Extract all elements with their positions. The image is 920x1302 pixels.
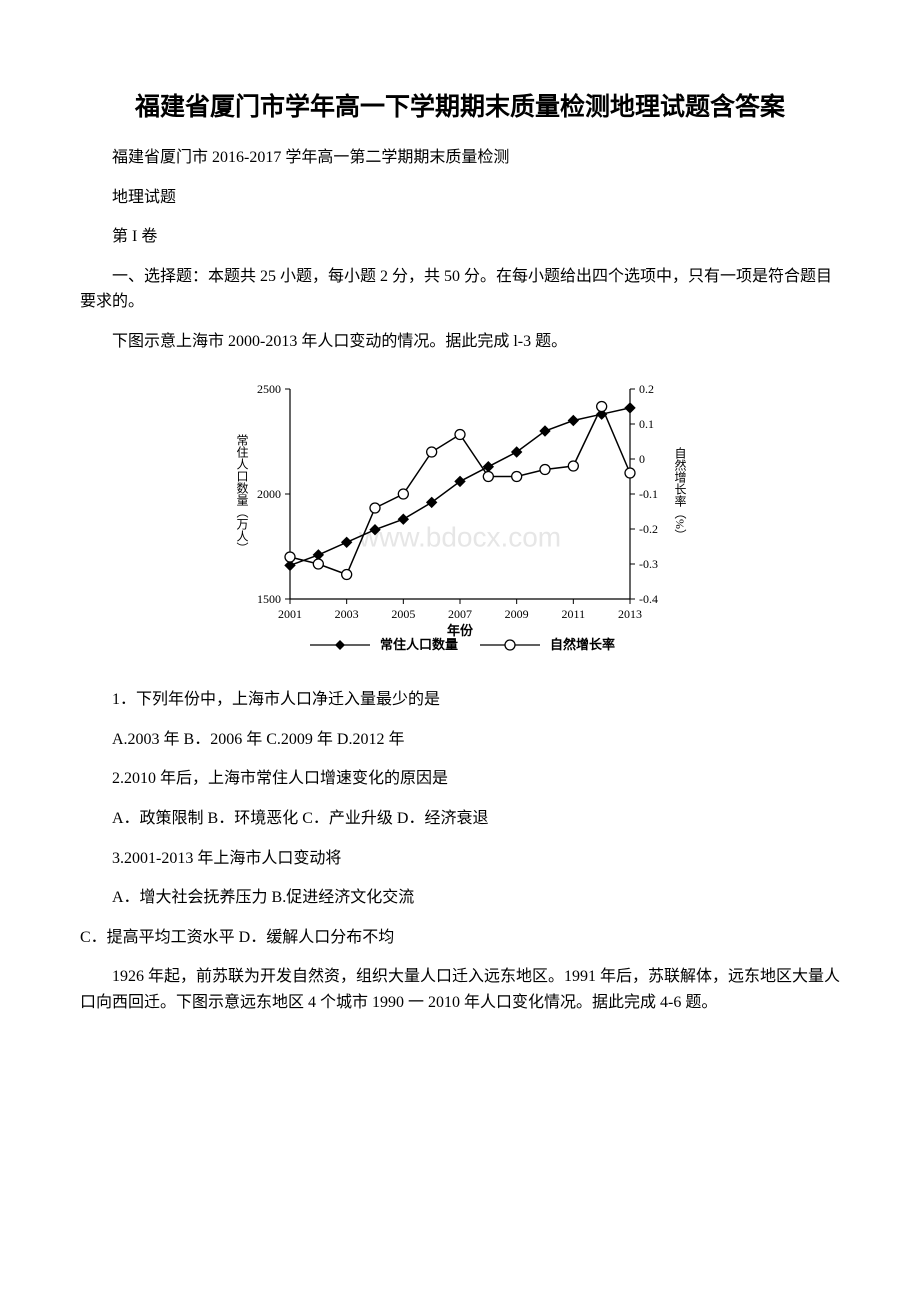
svg-text:0.1: 0.1 xyxy=(639,417,654,431)
svg-text:2500: 2500 xyxy=(257,382,281,396)
population-chart: www.bdocx.com 1500 2000 2500 常住人口数量（万人） -0.4 -… xyxy=(80,369,840,668)
instructions: 一、选择题：本题共 25 小题，每小题 2 分，共 50 分。在每小题给出四个选… xyxy=(80,264,840,315)
svg-text:0: 0 xyxy=(639,452,645,466)
document-title: 福建省厦门市学年高一下学期期末质量检测地理试题含答案 xyxy=(80,90,840,125)
svg-text:2013: 2013 xyxy=(618,607,642,621)
question-1: 1．下列年份中，上海市人口净迁入量最少的是 xyxy=(80,687,840,713)
question-2-options: A．政策限制 B．环境恶化 C．产业升级 D．经济衰退 xyxy=(80,806,840,832)
svg-text:自然增长率（%）: 自然增长率（%） xyxy=(673,446,687,540)
svg-text:常住人口数量（万人）: 常住人口数量（万人） xyxy=(235,433,249,553)
question-3: 3.2001-2013 年上海市人口变动将 xyxy=(80,846,840,872)
intro-line-2: 地理试题 xyxy=(80,185,840,211)
svg-text:1500: 1500 xyxy=(257,592,281,606)
svg-text:2001: 2001 xyxy=(278,607,302,621)
svg-text:2005: 2005 xyxy=(391,607,415,621)
question-1-options: A.2003 年 B．2006 年 C.2009 年 D.2012 年 xyxy=(80,727,840,753)
svg-text:2009: 2009 xyxy=(505,607,529,621)
svg-text:0.2: 0.2 xyxy=(639,382,654,396)
next-passage: 1926 年起，前苏联为开发自然资，组织大量人口迁入远东地区。1991 年后，苏… xyxy=(80,964,840,1015)
svg-text:2000: 2000 xyxy=(257,487,281,501)
question-3-options-line-1: A．增大社会抚养压力 B.促进经济文化交流 xyxy=(80,885,840,911)
svg-text:年份: 年份 xyxy=(447,623,474,638)
question-3-options-line-2: C．提高平均工资水平 D．缓解人口分布不均 xyxy=(80,925,840,951)
intro-line-1: 福建省厦门市 2016-2017 学年高一第二学期期末质量检测 xyxy=(80,145,840,171)
svg-text:www.bdocx.com: www.bdocx.com xyxy=(358,521,561,552)
svg-text:-0.2: -0.2 xyxy=(639,522,658,536)
chart-svg: www.bdocx.com 1500 2000 2500 常住人口数量（万人） -0.4 -… xyxy=(220,369,700,659)
svg-text:自然增长率: 自然增长率 xyxy=(550,637,615,652)
svg-text:-0.3: -0.3 xyxy=(639,557,658,571)
figure-caption: 下图示意上海市 2000-2013 年人口变动的情况。据此完成 l-3 题。 xyxy=(80,329,840,355)
section-label: 第 I 卷 xyxy=(80,224,840,250)
question-2: 2.2010 年后，上海市常住人口增速变化的原因是 xyxy=(80,766,840,792)
svg-text:-0.4: -0.4 xyxy=(639,592,658,606)
svg-text:2003: 2003 xyxy=(335,607,359,621)
svg-text:2011: 2011 xyxy=(562,607,586,621)
svg-text:-0.1: -0.1 xyxy=(639,487,658,501)
svg-text:2007: 2007 xyxy=(448,607,472,621)
svg-text:常住人口数量: 常住人口数量 xyxy=(380,637,458,652)
